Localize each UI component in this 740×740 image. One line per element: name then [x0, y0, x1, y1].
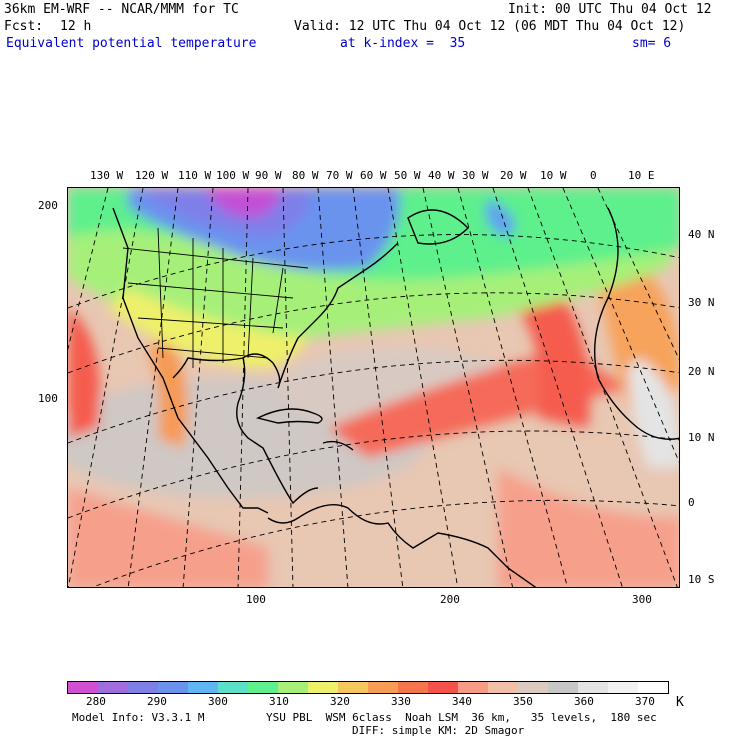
forecast-hours: 12 h: [60, 19, 92, 34]
field-orange-africa: [598, 248, 679, 408]
grid-y-label: 100: [38, 392, 58, 405]
latitude-label: 40 N: [688, 228, 715, 241]
field-salmon-southwest: [68, 488, 268, 587]
model-info: Model Info: V3.3.1 M: [72, 711, 205, 724]
state-lines-vertical: [157, 227, 284, 368]
field-red-pacific: [68, 308, 100, 438]
longitude-label: 90 W: [255, 169, 282, 182]
state-lines-horizontal: [122, 247, 309, 359]
coastline-us-east: [242, 242, 399, 389]
colorbar-swatch: [518, 682, 548, 693]
colorbar-swatch: [458, 682, 488, 693]
colorbar: [67, 681, 669, 694]
equivalent-potential-temperature-map: [68, 188, 679, 587]
graticule: [68, 188, 679, 587]
longitude-label: 100 W: [216, 169, 250, 182]
field-salmon-southeast: [498, 468, 679, 587]
colorbar-tick-label: 330: [391, 695, 411, 708]
longitude-label: 20 W: [500, 169, 527, 182]
colorbar-swatch: [638, 682, 668, 693]
level-index: at k-index = 35: [340, 36, 466, 51]
coastline-west-americas: [112, 207, 269, 514]
field-red-band-east: [508, 288, 590, 428]
longitude-label: 0: [590, 169, 597, 182]
field-light-africa: [628, 358, 679, 468]
coastline-gulf-mexico: [172, 357, 319, 505]
colorbar-tick-label: 290: [147, 695, 167, 708]
colorbar-swatch: [158, 682, 188, 693]
longitude-label: 60 W: [360, 169, 387, 182]
colorbar-swatch: [128, 682, 158, 693]
longitude-label: 80 W: [292, 169, 319, 182]
coastline-newfoundland: [407, 209, 469, 245]
longitude-label: 50 W: [394, 169, 421, 182]
colorbar-swatch: [548, 682, 578, 693]
graticule-lat-40n: [68, 234, 679, 309]
longitude-label: 110 W: [178, 169, 212, 182]
graticule-lat-30n: [68, 292, 679, 374]
colorbar-unit: K: [676, 695, 684, 710]
latitude-label: 10 N: [688, 431, 715, 444]
graticule-lat-20n: [68, 359, 679, 444]
grid-y-label: 200: [38, 199, 58, 212]
colorbar-tick-label: 320: [330, 695, 350, 708]
colorbar-tick-label: 300: [208, 695, 228, 708]
longitude-label: 40 W: [428, 169, 455, 182]
colorbar-swatch: [578, 682, 608, 693]
longitude-label: 10 E: [628, 169, 655, 182]
colorbar-tick-label: 350: [513, 695, 533, 708]
colorbar-swatch: [218, 682, 248, 693]
longitude-label: 30 W: [462, 169, 489, 182]
graticule-lat-10n: [68, 430, 679, 519]
colorbar-tick-label: 360: [574, 695, 594, 708]
field-name: Equivalent potential temperature: [6, 36, 257, 51]
colorbar-swatch: [98, 682, 128, 693]
field-magenta-canada: [208, 188, 279, 218]
longitude-label: 130 W: [90, 169, 124, 182]
init-time: Init: 00 UTC Thu 04 Oct 12: [508, 2, 712, 17]
longitude-label: 70 W: [326, 169, 353, 182]
field-yellow-us: [108, 288, 308, 368]
longitude-label: 10 W: [540, 169, 567, 182]
physics-line-2: DIFF: simple KM: 2D Smagor: [352, 724, 525, 737]
valid-time: Valid: 12 UTC Thu 04 Oct 12 (06 MDT Thu …: [294, 19, 686, 34]
colorbar-swatch: [308, 682, 338, 693]
colorbar-tick-label: 280: [86, 695, 106, 708]
colorbar-swatch: [278, 682, 308, 693]
colorbar-swatch: [428, 682, 458, 693]
latitude-label: 10 S: [688, 573, 715, 586]
field-blue-greenland: [485, 198, 515, 238]
forecast-label: Fcst:: [4, 19, 44, 34]
state-boundaries: [122, 227, 309, 368]
grid-x-label: 100: [246, 593, 266, 606]
map-panel: [67, 187, 680, 588]
colorbar-swatch: [398, 682, 428, 693]
longitude-label: 120 W: [135, 169, 169, 182]
latitude-label: 30 N: [688, 296, 715, 309]
colorbar-swatch: [188, 682, 218, 693]
coastline-south-america: [267, 504, 537, 587]
colorbar-tick-label: 310: [269, 695, 289, 708]
grid-x-label: 300: [632, 593, 652, 606]
colorbar-swatch: [248, 682, 278, 693]
latitude-label: 20 N: [688, 365, 715, 378]
smoothing-value: sm= 6: [632, 36, 672, 51]
graticule-meridians: [68, 188, 679, 587]
graticule-lat-0: [92, 499, 679, 587]
model-title: 36km EM-WRF -- NCAR/MMM for TC: [4, 2, 239, 17]
temperature-field: [68, 188, 679, 587]
colorbar-swatch: [68, 682, 98, 693]
colorbar-swatch: [608, 682, 638, 693]
grid-x-label: 200: [440, 593, 460, 606]
coastline-hispaniola: [322, 440, 354, 451]
colorbar-tick-label: 340: [452, 695, 472, 708]
colorbar-swatch: [338, 682, 368, 693]
colorbar-tick-label: 370: [635, 695, 655, 708]
physics-line-1: YSU PBL WSM 6class Noah LSM 36 km, 35 le…: [266, 711, 657, 724]
coastline-cuba: [255, 408, 323, 424]
latitude-label: 0: [688, 496, 695, 509]
colorbar-swatch: [368, 682, 398, 693]
colorbar-swatch: [488, 682, 518, 693]
